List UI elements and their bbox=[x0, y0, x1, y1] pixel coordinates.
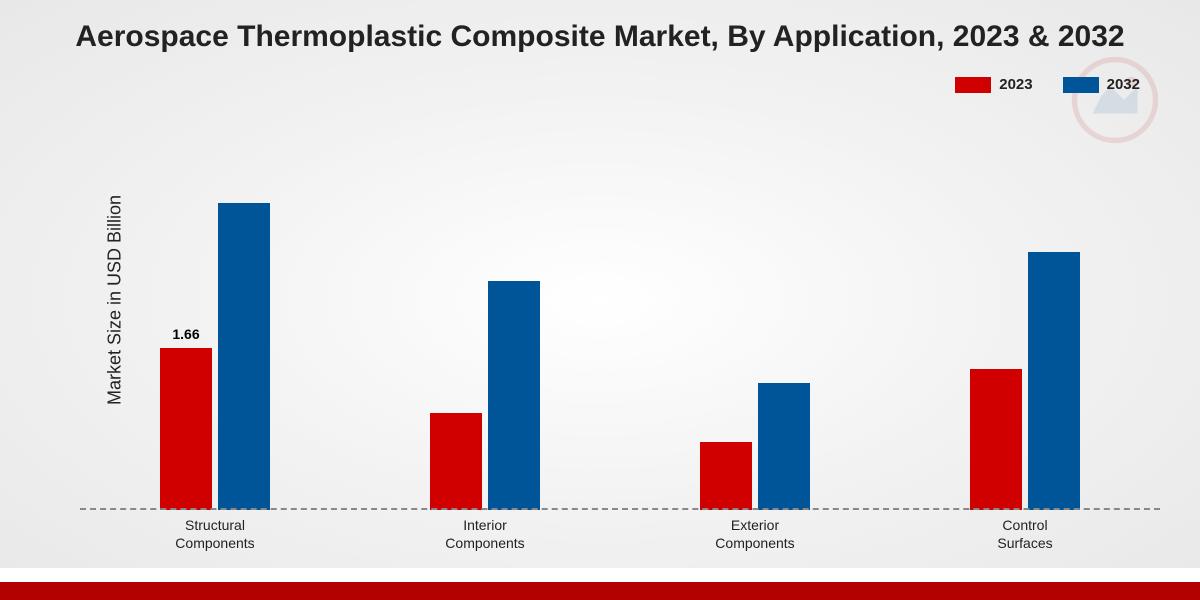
bar-structural-2032 bbox=[218, 203, 270, 510]
xlabel-exterior: Exterior Components bbox=[680, 516, 830, 552]
bar-exterior-2032 bbox=[758, 383, 810, 510]
footer-white-strip bbox=[0, 568, 1200, 582]
group-control bbox=[970, 252, 1080, 510]
legend-swatch-2023 bbox=[955, 77, 991, 93]
legend-label-2032: 2032 bbox=[1107, 76, 1140, 93]
chart-title: Aerospace Thermoplastic Composite Market… bbox=[0, 20, 1200, 54]
bar-groups: 1.66 bbox=[80, 120, 1160, 510]
x-axis-labels: Structural Components Interior Component… bbox=[80, 516, 1160, 552]
bar-control-2032 bbox=[1028, 252, 1080, 510]
bar-interior-2032 bbox=[488, 281, 540, 510]
xlabel-exterior-l2: Components bbox=[715, 535, 794, 551]
xlabel-control-l2: Surfaces bbox=[997, 535, 1052, 551]
group-interior bbox=[430, 281, 540, 510]
bar-interior-2023 bbox=[430, 413, 482, 511]
xlabel-interior-l1: Interior bbox=[463, 517, 507, 533]
bar-label-structural-2023: 1.66 bbox=[172, 326, 199, 342]
x-axis-line bbox=[80, 508, 1160, 510]
bar-exterior-2023 bbox=[700, 442, 752, 510]
chart-title-text: Aerospace Thermoplastic Composite Market… bbox=[75, 20, 1124, 53]
chart-container: Aerospace Thermoplastic Composite Market… bbox=[0, 0, 1200, 600]
xlabel-interior: Interior Components bbox=[410, 516, 560, 552]
footer-red-bar bbox=[0, 582, 1200, 600]
legend: 2023 2032 bbox=[955, 76, 1140, 93]
legend-swatch-2032 bbox=[1063, 77, 1099, 93]
xlabel-structural-l1: Structural bbox=[185, 517, 245, 533]
xlabel-exterior-l1: Exterior bbox=[731, 517, 779, 533]
xlabel-structural-l2: Components bbox=[175, 535, 254, 551]
group-exterior bbox=[700, 383, 810, 510]
legend-label-2023: 2023 bbox=[999, 76, 1032, 93]
xlabel-control: Control Surfaces bbox=[950, 516, 1100, 552]
xlabel-interior-l2: Components bbox=[445, 535, 524, 551]
bar-control-2023 bbox=[970, 369, 1022, 510]
bar-structural-2023: 1.66 bbox=[160, 348, 212, 510]
xlabel-control-l1: Control bbox=[1002, 517, 1047, 533]
xlabel-structural: Structural Components bbox=[140, 516, 290, 552]
legend-item-2023: 2023 bbox=[955, 76, 1032, 93]
legend-item-2032: 2032 bbox=[1063, 76, 1140, 93]
plot-area: 1.66 bbox=[80, 120, 1160, 510]
group-structural: 1.66 bbox=[160, 203, 270, 510]
